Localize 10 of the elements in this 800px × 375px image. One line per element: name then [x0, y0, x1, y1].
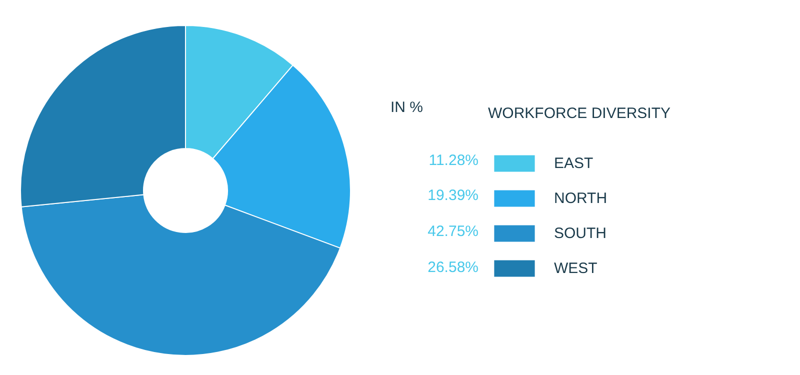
data-label: 26.58% — [428, 259, 478, 276]
legend-label: WEST — [554, 260, 598, 276]
data-label: 11.28% — [428, 152, 479, 169]
data-label: 42.75% — [428, 223, 478, 240]
legend-label: EAST — [554, 154, 594, 172]
legend-title: WORKFORCE DIVERSITY — [488, 105, 671, 122]
data-label: 19.39% — [428, 187, 478, 204]
legend-label: NORTH — [554, 190, 608, 206]
text: IN % — [390, 99, 424, 116]
legend-label: SOUTH — [554, 224, 606, 242]
